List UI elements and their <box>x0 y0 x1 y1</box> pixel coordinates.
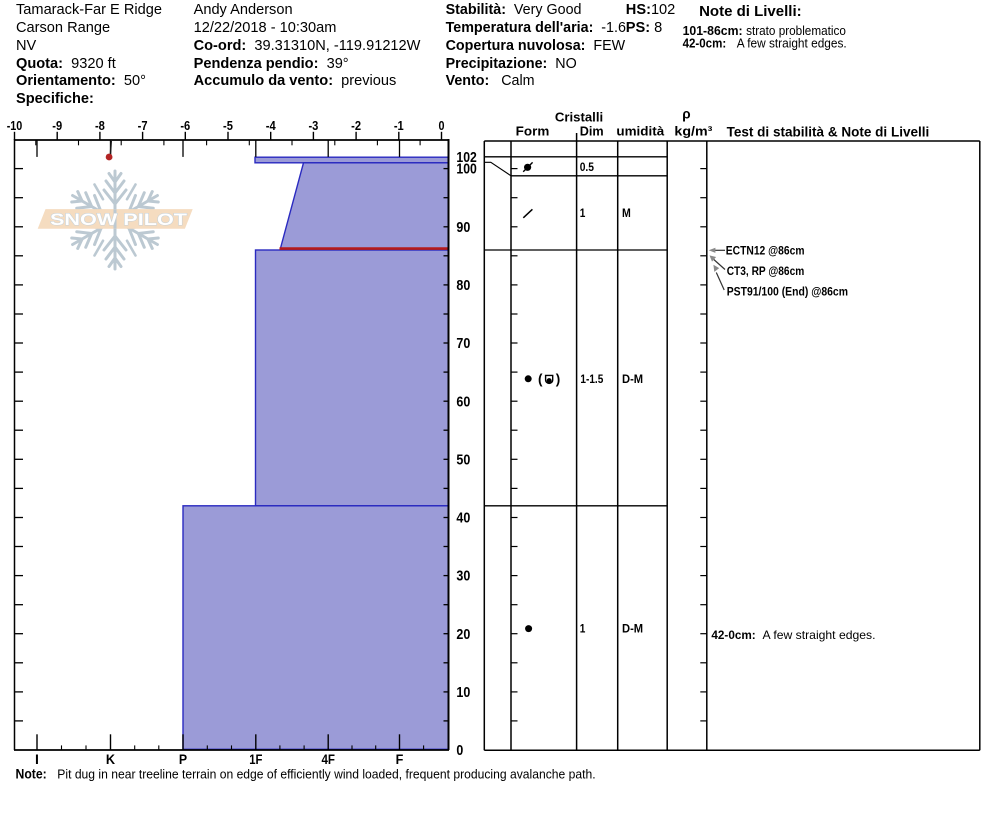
svg-text:Form: Form <box>516 124 550 138</box>
svg-text:D-M: D-M <box>622 372 643 386</box>
svg-text:Note:: Note: <box>16 767 47 782</box>
svg-text:101-86cm:: 101-86cm: <box>683 23 743 38</box>
svg-text:40: 40 <box>456 511 470 527</box>
svg-text:42-0cm:: 42-0cm: <box>683 35 727 50</box>
svg-text:60: 60 <box>456 394 470 410</box>
svg-text:90: 90 <box>456 220 470 236</box>
svg-text:F: F <box>396 752 404 768</box>
svg-text:A few straight edges.: A few straight edges. <box>737 35 847 50</box>
svg-text:1: 1 <box>580 206 586 220</box>
svg-text:0: 0 <box>456 743 463 759</box>
svg-text:Pit dug in near treeline terra: Pit dug in near treeline terrain on edge… <box>57 768 595 782</box>
svg-text:A few straight edges.: A few straight edges. <box>763 629 876 642</box>
svg-text:-7: -7 <box>138 118 148 133</box>
svg-text:umidità: umidità <box>616 124 665 138</box>
svg-text:0.5: 0.5 <box>580 160 595 174</box>
svg-text:): ) <box>556 371 561 386</box>
svg-text:Cristalli: Cristalli <box>555 110 603 124</box>
svg-text:D-M: D-M <box>622 622 643 636</box>
svg-text:-8: -8 <box>95 118 105 133</box>
svg-text:1F: 1F <box>249 752 262 768</box>
svg-text:-4: -4 <box>266 118 277 133</box>
svg-text:PST91/100 (End) @86cm: PST91/100 (End) @86cm <box>727 286 848 299</box>
svg-text:K: K <box>106 752 116 768</box>
svg-text:-10: -10 <box>7 118 23 133</box>
svg-text:-5: -5 <box>223 118 233 133</box>
svg-text:-3: -3 <box>308 118 318 133</box>
svg-text:30: 30 <box>456 569 470 585</box>
svg-text:-1: -1 <box>394 118 404 133</box>
svg-text:M: M <box>622 206 631 220</box>
svg-text:70: 70 <box>456 336 470 352</box>
svg-text:80: 80 <box>456 278 470 294</box>
svg-text:0: 0 <box>439 118 445 133</box>
svg-text:Test di stabilità & Note di Li: Test di stabilità & Note di Livelli <box>727 124 930 139</box>
svg-text:P: P <box>179 752 187 768</box>
svg-text:I: I <box>35 752 39 768</box>
svg-text:20: 20 <box>456 627 470 643</box>
svg-text:kg/m³: kg/m³ <box>674 124 712 138</box>
svg-text:Dim: Dim <box>580 124 604 138</box>
svg-text:50: 50 <box>456 452 470 468</box>
svg-text:-9: -9 <box>52 118 62 133</box>
svg-text:1-1.5: 1-1.5 <box>580 372 603 386</box>
svg-text:100: 100 <box>456 162 476 178</box>
svg-text:1: 1 <box>580 622 586 636</box>
svg-text:102: 102 <box>456 150 476 166</box>
svg-text:42-0cm:: 42-0cm: <box>711 629 755 642</box>
svg-text:4F: 4F <box>321 752 335 768</box>
svg-text:ECTN12 @86cm: ECTN12 @86cm <box>726 245 805 258</box>
svg-text:-6: -6 <box>180 118 190 133</box>
svg-text:ρ: ρ <box>682 107 690 122</box>
svg-text:-2: -2 <box>351 118 361 133</box>
svg-text:CT3, RP @86cm: CT3, RP @86cm <box>727 265 805 278</box>
svg-text:(: ( <box>538 371 543 386</box>
svg-text:10: 10 <box>456 685 470 701</box>
svg-text:SNOW PILOT: SNOW PILOT <box>50 211 187 229</box>
svg-text:strato problematico: strato problematico <box>746 23 846 38</box>
